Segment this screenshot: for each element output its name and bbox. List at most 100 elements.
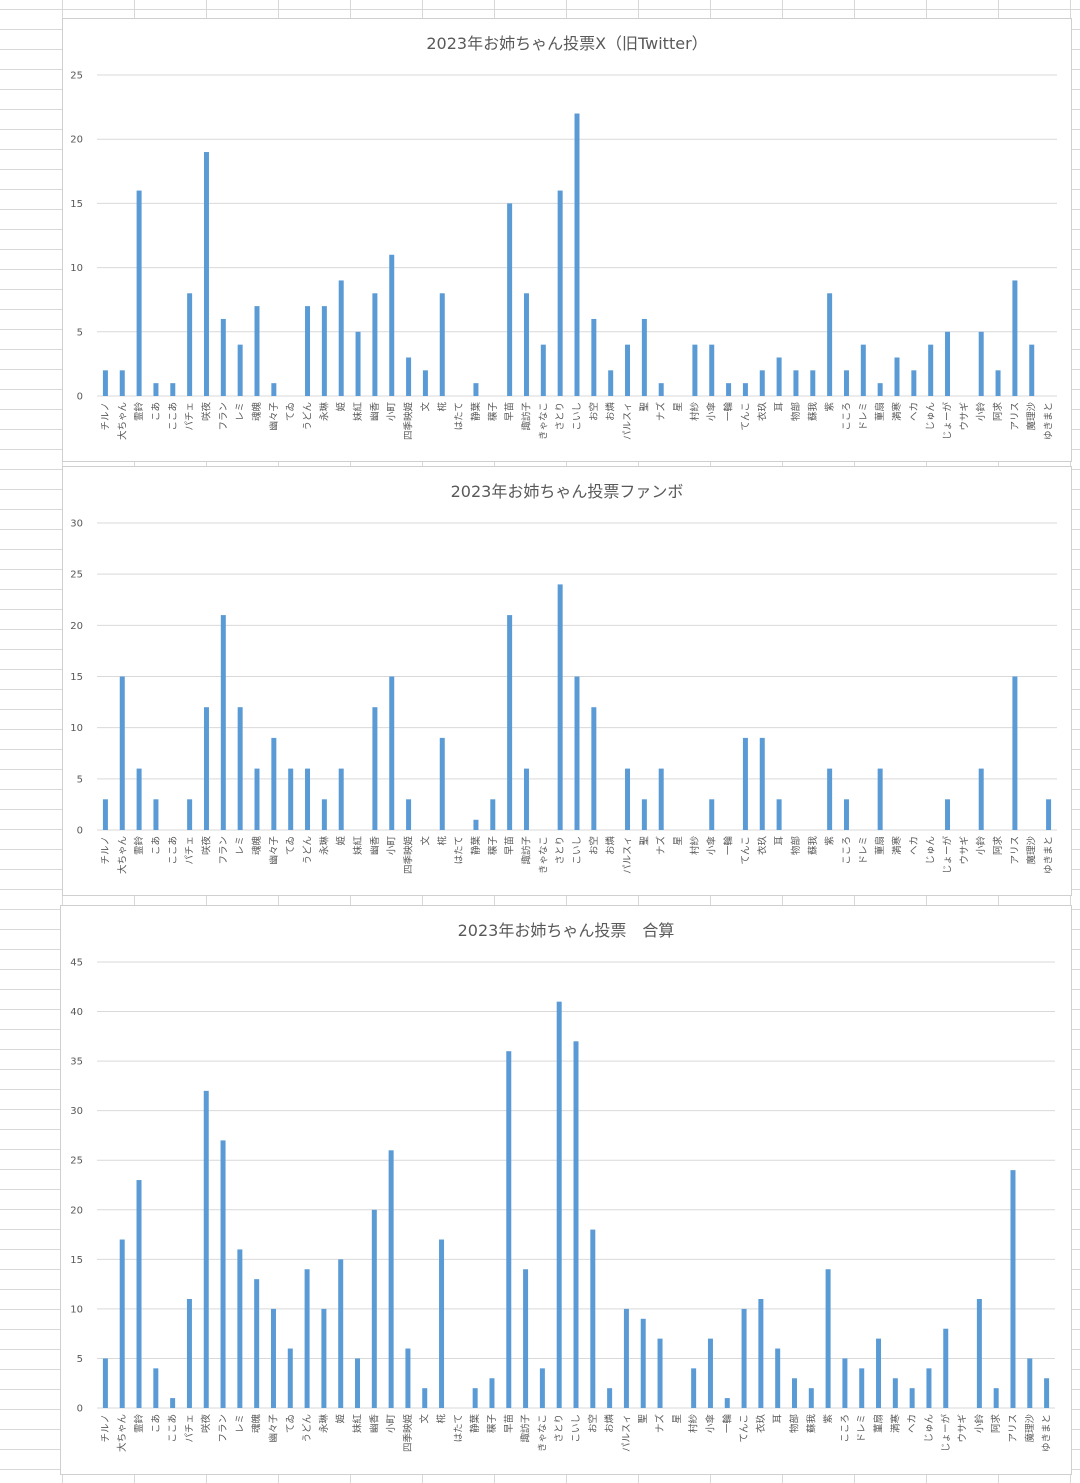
bar <box>859 1368 865 1408</box>
category-label: お空 <box>588 836 600 855</box>
bar <box>287 1348 293 1408</box>
bar <box>640 1318 646 1408</box>
category-label: 魂魄 <box>251 1414 263 1434</box>
category-label: こあ <box>151 836 162 855</box>
bar <box>153 799 159 830</box>
category-label: ドレミ <box>858 836 869 865</box>
bar <box>843 370 849 396</box>
bar <box>623 1308 629 1408</box>
category-label: 咲夜 <box>200 836 212 856</box>
category-label: パチェ <box>185 836 196 865</box>
category-label: はたて <box>454 836 465 864</box>
bar <box>1012 280 1018 396</box>
category-label: きゃなこ <box>538 402 549 440</box>
y-tick-label: 10 <box>70 1304 83 1315</box>
category-label: 幽々子 <box>269 836 280 865</box>
bar <box>808 1388 814 1408</box>
bar <box>507 203 513 396</box>
bar <box>203 707 209 830</box>
category-label: 幽香 <box>369 1414 380 1434</box>
bar <box>489 1378 495 1408</box>
bar <box>657 1338 663 1408</box>
bar <box>608 370 614 396</box>
category-label: 魂魄 <box>251 402 263 422</box>
bar <box>876 1338 882 1408</box>
category-label: 菫扇 <box>874 402 886 421</box>
y-tick-label: 30 <box>70 519 83 530</box>
category-label: 幽香 <box>370 836 381 856</box>
chart-fanbox[interactable]: 2023年お姉ちゃん投票ファンボ 0 5 10 15 20 25 30 チルノ 大ちゃん 霊鈴 こあこ… <box>62 466 1072 896</box>
bar <box>102 799 108 830</box>
category-label: ナズ <box>654 1414 666 1434</box>
category-label: 諏訪子 <box>520 1414 532 1443</box>
category-label: さとり <box>555 836 566 865</box>
bar <box>1012 676 1018 830</box>
category-label: 大ちゃん <box>116 1414 128 1452</box>
category-label: 小鈴 <box>975 402 987 422</box>
category-label: 幽々子 <box>269 402 280 431</box>
category-label: 霊鈴 <box>133 402 145 422</box>
category-label: じゅん <box>926 836 937 865</box>
bar <box>237 707 243 830</box>
category-label: 小傘 <box>706 836 718 856</box>
bar <box>692 344 698 396</box>
category-label: 姫 <box>335 402 347 412</box>
category-label: 魔理沙 <box>1026 402 1038 431</box>
bar <box>254 1279 260 1408</box>
category-label: さとり <box>554 1414 565 1443</box>
bar <box>943 1328 949 1408</box>
y-tick-label: 35 <box>70 1057 83 1068</box>
y-tick-label: 20 <box>70 135 83 146</box>
bar <box>422 1388 428 1408</box>
y-tick-label: 5 <box>77 774 83 785</box>
bar <box>810 370 816 396</box>
category-label: 小町 <box>386 1414 397 1434</box>
bar <box>625 344 631 396</box>
category-label: 物部 <box>788 1414 800 1433</box>
bar <box>709 344 715 396</box>
category-label: レミ <box>235 1414 246 1433</box>
bar <box>909 1388 915 1408</box>
category-label: 阿求 <box>992 836 1004 856</box>
bar <box>321 1308 327 1408</box>
chart-x-twitter[interactable]: 2023年お姉ちゃん投票X（旧Twitter） 0 5 10 15 20 25 チルノ 大ちゃん… <box>62 18 1072 462</box>
chart-combined[interactable]: 2023年お姉ちゃん投票 合算 0 5 10 15 20 25 30 35 40 45 チルノ 大ちゃん… <box>60 905 1072 1475</box>
y-tick-label: 25 <box>70 71 83 82</box>
bar <box>556 1001 562 1408</box>
y-tick-label: 20 <box>70 621 83 632</box>
bar <box>473 383 479 396</box>
bar <box>573 1041 579 1408</box>
bar <box>691 1368 697 1408</box>
category-label: 一輪 <box>723 836 735 856</box>
bar <box>254 306 260 396</box>
bar <box>186 1298 192 1408</box>
category-label: 紫 <box>825 402 836 412</box>
category-label: てんこ <box>740 836 751 865</box>
category-label: 早苗 <box>505 836 516 855</box>
category-label: 姫 <box>335 1414 347 1424</box>
bar <box>742 737 748 830</box>
y-tick-label: 0 <box>77 826 83 837</box>
bar <box>574 113 580 397</box>
category-label: フラン <box>218 1414 229 1443</box>
bar <box>1046 799 1052 830</box>
category-label: お燐 <box>604 1414 616 1434</box>
bar <box>574 676 580 830</box>
category-label: ゆきまと <box>1044 836 1055 874</box>
category-label: お空 <box>587 1414 599 1433</box>
bar <box>305 768 311 830</box>
bar <box>170 383 176 396</box>
category-label: フラン <box>218 402 229 431</box>
bar <box>892 1378 898 1408</box>
category-label: 椛 <box>436 1414 448 1424</box>
category-label: お燐 <box>605 402 617 422</box>
bar <box>136 768 142 830</box>
y-tick-label: 30 <box>70 1106 83 1117</box>
category-label: 満寒 <box>891 836 903 856</box>
bar <box>305 306 311 396</box>
category-label: 魔理沙 <box>1026 836 1038 865</box>
category-label: 魂魄 <box>251 836 263 856</box>
chart-title: 2023年お姉ちゃん投票X（旧Twitter） <box>426 34 707 53</box>
category-label: チルノ <box>100 836 111 865</box>
category-label: 大ちゃん <box>116 836 128 874</box>
